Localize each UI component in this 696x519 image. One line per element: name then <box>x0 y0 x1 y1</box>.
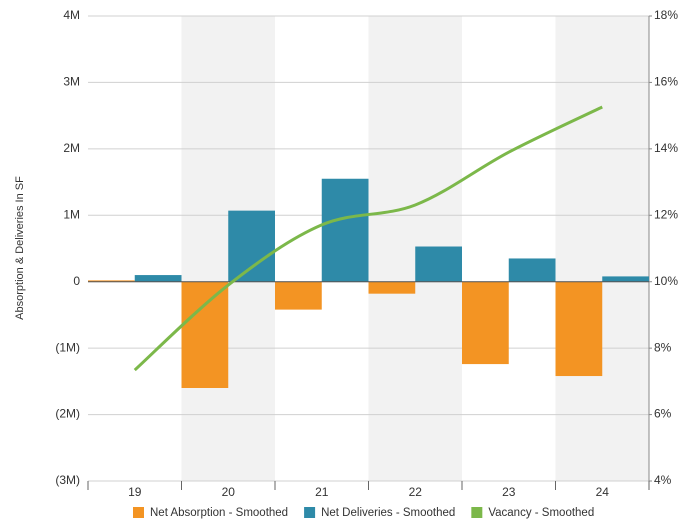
y-tick-label: 1M <box>63 207 80 221</box>
y-tick-label: (2M) <box>55 407 80 421</box>
bar <box>368 281 416 294</box>
y2-tick-label: 18% <box>654 8 678 22</box>
x-tick-label: 19 <box>128 485 142 499</box>
y-tick-label: (3M) <box>55 473 80 487</box>
y2-tick-label: 4% <box>654 473 672 487</box>
bar <box>555 281 603 377</box>
y-tick-label: 2M <box>63 141 80 155</box>
legend-label: Vacancy - Smoothed <box>488 507 594 519</box>
y-axis-label: Absorption & Deliveries In SF <box>14 176 26 320</box>
bar <box>321 178 369 282</box>
y2-tick-label: 6% <box>654 407 672 421</box>
x-tick-label: 22 <box>409 485 423 499</box>
y-tick-label: 0 <box>73 274 80 288</box>
y-tick-label: 4M <box>63 8 80 22</box>
y2-tick-label: 10% <box>654 274 678 288</box>
bar <box>181 281 229 388</box>
y-tick-label: 3M <box>63 75 80 89</box>
y2-tick-label: 8% <box>654 340 672 354</box>
y-tick-label: (1M) <box>55 340 80 354</box>
legend-swatch <box>471 507 483 518</box>
bar <box>228 210 275 282</box>
legend-label: Net Absorption - Smoothed <box>150 507 288 519</box>
y2-tick-label: 16% <box>654 75 678 89</box>
bar <box>275 281 322 310</box>
x-tick-label: 23 <box>502 485 516 499</box>
bar <box>88 280 135 282</box>
legend-swatch <box>133 507 144 518</box>
y2-tick-label: 14% <box>654 141 678 155</box>
y2-tick-label: 12% <box>654 207 678 221</box>
x-tick-label: 20 <box>222 485 236 499</box>
bar <box>462 281 509 365</box>
bar <box>508 258 556 282</box>
x-tick-label: 21 <box>315 485 329 499</box>
category-band <box>555 16 649 481</box>
x-tick-label: 24 <box>596 485 610 499</box>
bar <box>134 275 182 282</box>
legend-swatch <box>304 507 316 518</box>
legend-label: Net Deliveries - Smoothed <box>321 507 455 519</box>
bar <box>415 246 462 282</box>
bar <box>602 276 649 282</box>
line <box>133 105 603 372</box>
